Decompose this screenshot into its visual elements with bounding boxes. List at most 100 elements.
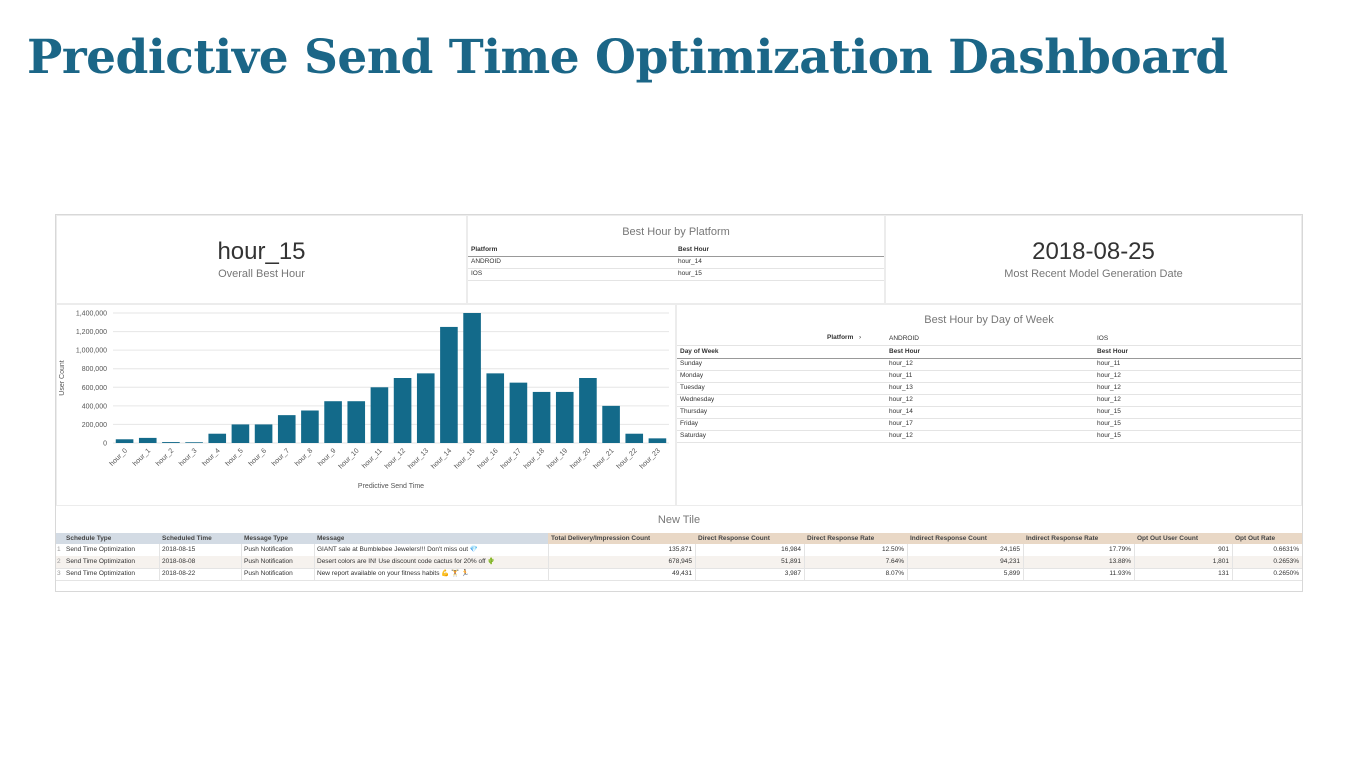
table-cell: 17.79% [1108,546,1131,553]
column-line [1023,544,1024,580]
row-line [677,382,1301,383]
table-cell: 5,899 [1003,570,1020,577]
table-cell: Wednesday [680,396,715,403]
table-cell: 3,987 [784,570,801,577]
column-header: Message [317,535,345,542]
header-bg [241,533,314,544]
table-cell: Desert colors are IN! Use discount code … [317,558,496,565]
column-line [159,544,160,580]
bar [370,387,389,443]
bar [208,433,227,443]
row-number: 2 [57,558,61,565]
x-tick-label: hour_11 [361,447,384,470]
x-tick-label: hour_13 [407,447,430,470]
bar [301,410,319,443]
table-cell: GIANT sale at Bumblebee Jewelers!!! Don'… [317,546,478,553]
column-line [695,544,696,580]
column-header: Opt Out Rate [1235,535,1276,542]
dashboard: hour_15 Overall Best Hour Best Hour by P… [55,214,1303,592]
bar [416,373,435,443]
bar [347,401,366,443]
header-line [468,256,884,257]
row-line [677,406,1301,407]
row-line [677,430,1301,431]
row-line [677,394,1301,395]
table-cell: hour_13 [889,384,913,391]
bar [579,378,597,443]
tile-label: Most Recent Model Generation Date [1004,268,1183,280]
bar [509,382,528,443]
header-bg [1023,533,1134,544]
table-cell: Push Notification [244,558,293,565]
table-cell: 16,984 [781,546,801,553]
y-tick-label: 1,200,000 [76,329,107,336]
model-date-tile: 2018-08-25 Most Recent Model Generation … [885,215,1302,304]
table-cell: Tuesday [680,384,705,391]
table-cell: 0.6631% [1273,546,1299,553]
row-line [56,580,1302,581]
header-bg [548,533,695,544]
page-title: Predictive Send Time Optimization Dashbo… [27,30,1228,85]
column-header: Direct Response Count [698,535,770,542]
column-line [548,544,549,580]
row-number: 3 [57,570,61,577]
bar [532,391,551,443]
column-header: Platform [471,246,498,253]
table-cell: 1,801 [1212,558,1229,565]
table-cell: 135,871 [668,546,693,553]
x-tick-label: hour_5 [224,447,244,467]
tile-title: Best Hour by Platform [622,226,730,238]
row-line [677,370,1301,371]
chart-tile: 0 200,000 400,000 600,000 800,000 1,000,000 1,… [56,304,676,506]
table-cell: Push Notification [244,546,293,553]
table-cell: 94,231 [1000,558,1020,565]
pivot-arrow: › [859,334,862,341]
row-line [677,418,1301,419]
table-cell: 2018-08-15 [162,546,196,553]
column-header: Day of Week [680,348,719,355]
table-cell: 901 [1218,546,1229,553]
x-tick-label: hour_23 [639,447,662,470]
y-tick-label: 600,000 [82,385,107,392]
header-bg [1232,533,1302,544]
x-tick-label: hour_7 [271,447,291,467]
bar [254,424,273,443]
table-cell: 2018-08-08 [162,558,196,565]
column-line [804,544,805,580]
bar [602,405,620,443]
bar [162,442,180,443]
bar [555,391,574,443]
tile-title: New Tile [657,514,701,526]
column-header: Indirect Response Rate [1026,535,1099,542]
table-cell: 131 [1218,570,1229,577]
column-header: Best Hour [678,246,710,253]
header-bg [1134,533,1232,544]
column-line [314,544,315,580]
header-bg [804,533,907,544]
table-cell: hour_11 [889,372,913,379]
table-cell: 2018-08-22 [162,570,196,577]
column-header: Opt Out User Count [1137,535,1199,542]
table-cell: Send Time Optimization [66,558,136,565]
bar [138,437,157,443]
table-cell: hour_15 [678,270,702,277]
x-tick-label: hour_9 [317,447,337,467]
x-tick-label: hour_18 [523,447,546,470]
bar [324,401,342,443]
chart: 0 200,000 400,000 600,000 800,000 1,000,000 1,… [59,311,669,490]
x-tick-label: hour_2 [155,447,175,467]
header-line [677,358,1301,359]
header-bg [314,533,548,544]
table-cell: 7.64% [885,558,904,565]
table-cell: 0.2650% [1273,570,1299,577]
x-tick-label: hour_1 [132,447,152,467]
best-hour-tile: hour_15 Overall Best Hour [56,215,467,304]
table-cell: Saturday [680,432,707,439]
table-cell: Sunday [680,360,703,367]
bar [393,378,412,443]
table-cell: hour_12 [889,432,913,439]
bar [115,439,134,443]
bar [440,326,458,443]
tile-value: hour_15 [217,238,306,265]
column-header: Schedule Type [66,535,112,542]
